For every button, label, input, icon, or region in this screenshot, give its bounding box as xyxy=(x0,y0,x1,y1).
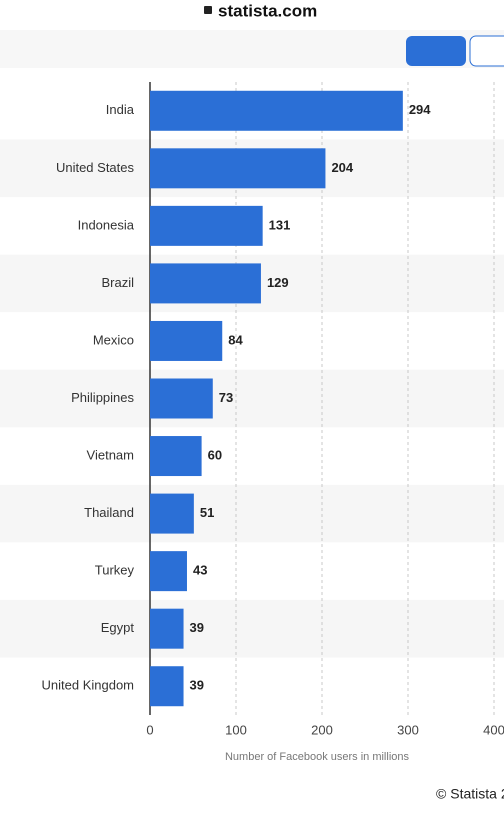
bar xyxy=(150,608,184,649)
x-axis-label: Number of Facebook users in millions xyxy=(225,751,410,763)
bar xyxy=(150,263,261,304)
value-label: 43 xyxy=(193,563,207,578)
value-label: 131 xyxy=(269,217,291,232)
value-label: 129 xyxy=(267,275,289,290)
x-tick-label: 400 xyxy=(483,722,504,737)
y-tick-label: Indonesia xyxy=(78,217,135,232)
value-label: 73 xyxy=(219,390,233,405)
value-label: 204 xyxy=(331,160,353,175)
table-tab[interactable] xyxy=(469,35,504,67)
y-tick-label: Egypt xyxy=(101,620,135,635)
value-label: 39 xyxy=(190,678,204,693)
value-label: 84 xyxy=(228,332,243,347)
bar xyxy=(150,666,184,707)
y-tick-label: Philippines xyxy=(71,390,134,405)
x-tick-label: 100 xyxy=(225,722,247,737)
bar xyxy=(150,551,187,592)
y-tick-label: United Kingdom xyxy=(42,678,135,693)
source-credit: © Statista 2018 xyxy=(436,786,504,802)
y-tick-label: Mexico xyxy=(93,332,134,347)
x-tick-label: 300 xyxy=(397,722,419,737)
site-url: statista.com xyxy=(218,1,317,20)
bar xyxy=(150,436,202,477)
bar xyxy=(150,148,326,189)
y-tick-label: Turkey xyxy=(95,563,135,578)
bar xyxy=(150,320,223,361)
value-label: 60 xyxy=(208,447,222,462)
row-stripe xyxy=(0,484,504,543)
chart-tab[interactable] xyxy=(406,36,466,66)
y-tick-label: Brazil xyxy=(101,275,134,290)
value-label: 294 xyxy=(409,102,431,117)
bar xyxy=(150,378,213,419)
row-stripe xyxy=(0,599,504,658)
y-tick-label: Vietnam xyxy=(87,447,134,462)
y-tick-label: United States xyxy=(56,160,135,175)
y-tick-label: Thailand xyxy=(84,505,134,520)
lock-icon xyxy=(204,6,212,14)
x-tick-label: 200 xyxy=(311,722,333,737)
value-label: 51 xyxy=(200,505,214,520)
bar xyxy=(150,205,263,246)
x-tick-label: 0 xyxy=(146,722,153,737)
value-label: 39 xyxy=(190,620,204,635)
y-tick-label: India xyxy=(106,102,135,117)
bar xyxy=(150,90,403,131)
bar xyxy=(150,493,194,534)
row-stripe xyxy=(0,369,504,428)
browser-bar xyxy=(0,0,504,30)
